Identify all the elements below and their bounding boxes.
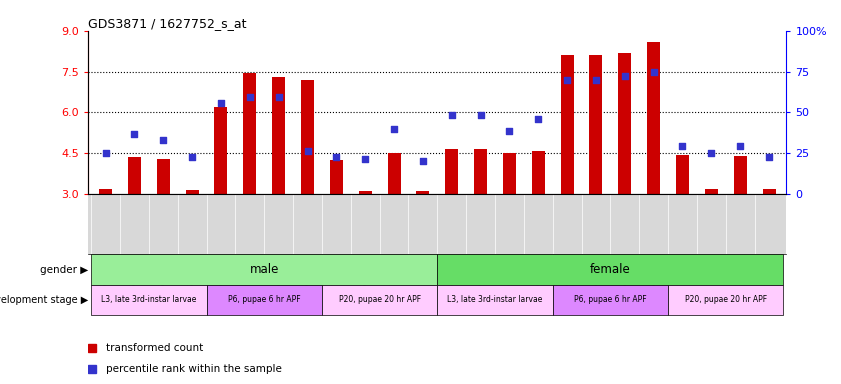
Point [762, 154, 775, 161]
Bar [388, 153, 400, 194]
Point [590, 77, 603, 83]
Point [156, 137, 170, 143]
Bar [590, 55, 602, 194]
Text: L3, late 3rd-instar larvae: L3, late 3rd-instar larvae [101, 295, 197, 304]
Point [618, 73, 632, 79]
Point [358, 156, 372, 162]
Bar [322, 285, 437, 315]
Bar [676, 155, 689, 194]
Point [243, 94, 257, 101]
Bar [561, 55, 574, 194]
Bar [553, 285, 668, 315]
Point [128, 131, 141, 137]
Bar [243, 73, 257, 194]
Bar [532, 151, 545, 194]
Bar [91, 255, 437, 285]
Bar [763, 189, 775, 194]
Point [388, 126, 401, 132]
Bar [437, 285, 553, 315]
Bar [503, 153, 516, 194]
Point [416, 158, 430, 164]
Point [647, 68, 660, 74]
Text: percentile rank within the sample: percentile rank within the sample [106, 364, 282, 374]
Bar [330, 160, 343, 194]
Point [214, 100, 228, 106]
Bar [668, 285, 784, 315]
Point [185, 154, 198, 161]
Point [330, 154, 343, 161]
Bar [186, 190, 198, 194]
Point [705, 150, 718, 156]
Bar [301, 80, 314, 194]
Point [301, 147, 315, 154]
Bar [474, 149, 487, 194]
Point [473, 112, 487, 118]
Text: gender ▶: gender ▶ [40, 265, 88, 275]
Text: female: female [590, 263, 631, 276]
Text: transformed count: transformed count [106, 343, 203, 353]
Bar [214, 107, 227, 194]
Bar [99, 189, 112, 194]
Bar [207, 285, 322, 315]
Text: P6, pupae 6 hr APF: P6, pupae 6 hr APF [574, 295, 647, 304]
Bar [416, 191, 430, 194]
Bar [618, 53, 632, 194]
Text: L3, late 3rd-instar larvae: L3, late 3rd-instar larvae [447, 295, 542, 304]
Bar [128, 157, 141, 194]
Text: male: male [250, 263, 279, 276]
Text: P20, pupae 20 hr APF: P20, pupae 20 hr APF [685, 295, 767, 304]
Point [445, 112, 458, 118]
Text: P20, pupae 20 hr APF: P20, pupae 20 hr APF [339, 295, 420, 304]
Text: GDS3871 / 1627752_s_at: GDS3871 / 1627752_s_at [88, 17, 246, 30]
Bar [156, 159, 170, 194]
Point [99, 150, 113, 156]
Point [532, 116, 545, 122]
Point [676, 143, 690, 149]
Text: development stage ▶: development stage ▶ [0, 295, 88, 305]
Point [733, 143, 747, 149]
Point [560, 77, 574, 83]
Bar [437, 255, 784, 285]
Point [272, 94, 285, 101]
Bar [733, 156, 747, 194]
Bar [359, 191, 372, 194]
Bar [445, 149, 458, 194]
Bar [91, 285, 207, 315]
Point [503, 128, 516, 134]
Bar [272, 77, 285, 194]
Bar [705, 189, 718, 194]
Text: P6, pupae 6 hr APF: P6, pupae 6 hr APF [228, 295, 300, 304]
Bar [648, 41, 660, 194]
